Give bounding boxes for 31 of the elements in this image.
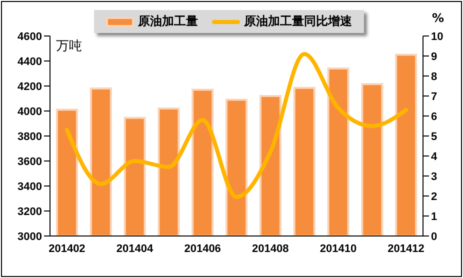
y-tick-label: 3400: [18, 180, 42, 193]
text: %: [432, 11, 444, 25]
y2-tick-label: 3: [431, 170, 438, 183]
x-tick-label: 201406: [184, 242, 221, 255]
y-tick-label: 4600: [18, 30, 42, 43]
y2-tick-label: 4: [431, 150, 438, 163]
y-tick-label: 4400: [18, 56, 42, 68]
y2-tick-label: 6: [431, 110, 438, 123]
y2-tick-label: 9: [431, 50, 438, 63]
y-tick-label: 4000: [18, 106, 42, 118]
x-tick-label: 201412: [388, 242, 424, 255]
y-tick-label: 3800: [18, 130, 42, 143]
x-tick-label: 201408: [252, 242, 289, 255]
y2-tick-label: 10: [431, 30, 444, 43]
y-tick-label: 4200: [18, 80, 42, 93]
legend-label: 原油加工量同比增速: [244, 13, 352, 30]
y-tick-label: 3200: [18, 206, 42, 218]
y2-tick-label: 7: [431, 90, 438, 103]
line-series: [64, 52, 408, 199]
y2-tick-label: 1: [431, 210, 438, 223]
x-tick-label: 201402: [48, 242, 86, 255]
x-tick-label: 201410: [320, 242, 357, 255]
legend-label: 原油加工量: [138, 13, 198, 30]
x-tick-label: 201404: [116, 242, 154, 255]
y2-tick-label: 5: [431, 130, 438, 143]
y2-tick-label: 8: [431, 70, 438, 83]
y-tick-label: 3000: [18, 230, 42, 243]
annotation: 万吨: [56, 39, 82, 54]
y-tick-label: 3600: [18, 156, 42, 168]
y2-tick-label: 2: [431, 190, 438, 203]
y2-tick-label: 0: [431, 230, 438, 243]
